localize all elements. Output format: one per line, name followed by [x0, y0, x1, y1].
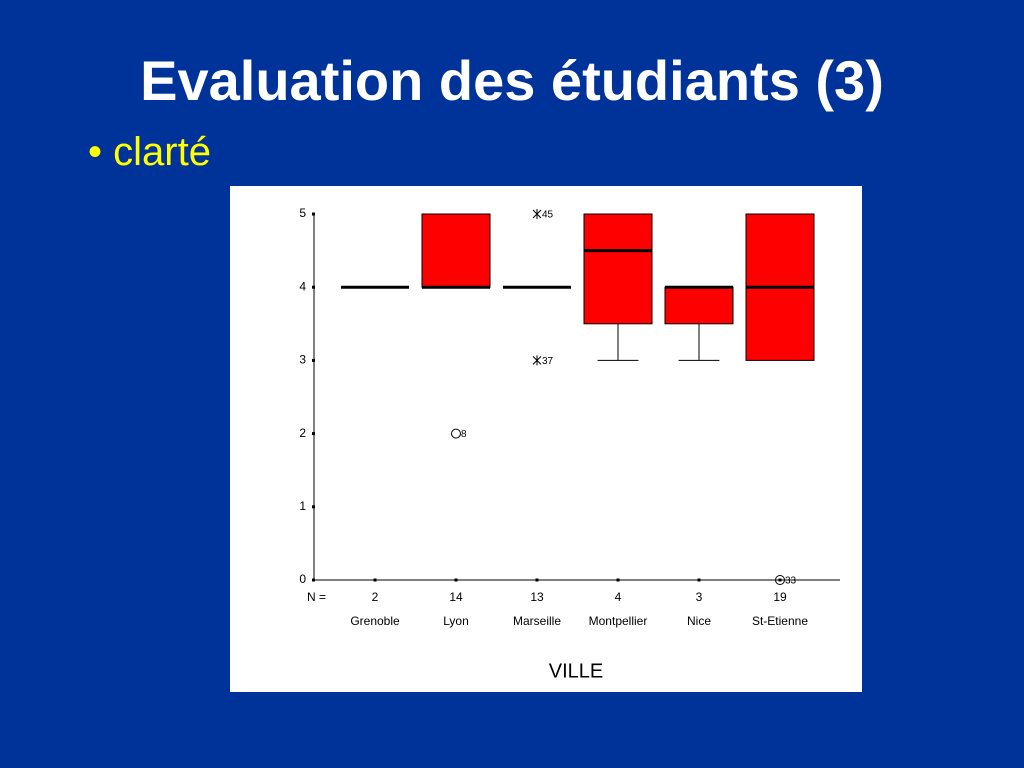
n-value: 13 — [530, 590, 544, 604]
y-tick — [312, 432, 315, 436]
y-tick-label: 1 — [299, 499, 306, 513]
x-tick-label: Nice — [687, 614, 711, 628]
n-value: 19 — [773, 590, 787, 604]
chart: N = VILLE 0123452Grenoble14Lyon813Marsei… — [230, 186, 862, 692]
y-tick — [312, 212, 315, 216]
outlier-label: 37 — [542, 356, 554, 367]
box — [583, 213, 653, 325]
x-tick-label: St-Etienne — [752, 614, 808, 628]
bullet-text: clarté — [113, 130, 211, 174]
x-tick-label: Lyon — [443, 614, 469, 628]
x-tick — [778, 578, 782, 582]
n-value: 2 — [372, 590, 379, 604]
y-tick-label: 4 — [299, 279, 306, 293]
x-tick — [454, 578, 458, 582]
y-tick — [312, 358, 315, 362]
outlier — [775, 575, 785, 585]
n-label: N = — [307, 590, 326, 604]
y-tick — [312, 578, 315, 582]
outlier — [532, 209, 542, 219]
y-tick-label: 2 — [299, 426, 306, 440]
slide-title: Evaluation des étudiants (3) — [140, 49, 884, 112]
whisker — [597, 323, 639, 361]
x-axis-title: VILLE — [549, 660, 603, 682]
outlier-label: 33 — [785, 576, 797, 587]
y-tick-label: 5 — [299, 206, 306, 220]
x-tick — [373, 578, 377, 582]
outlier-label: 45 — [542, 210, 554, 221]
y-tick-label: 3 — [299, 353, 306, 367]
box — [421, 213, 491, 288]
box — [664, 286, 734, 325]
n-value: 4 — [615, 590, 622, 604]
x-tick — [616, 578, 620, 582]
x-tick — [697, 578, 701, 582]
bullet: • clarté — [88, 130, 211, 174]
x-tick — [535, 578, 539, 582]
outlier — [532, 355, 542, 366]
outlier — [451, 428, 461, 439]
y-tick-label: 0 — [299, 572, 306, 586]
n-value: 3 — [696, 590, 703, 604]
x-tick-label: Marseille — [513, 614, 561, 628]
x-tick-label: Grenoble — [350, 614, 400, 628]
y-tick — [312, 505, 315, 509]
outlier-label: 8 — [461, 429, 467, 440]
n-value: 14 — [449, 590, 463, 604]
y-tick — [312, 285, 315, 289]
whisker — [678, 323, 720, 361]
x-tick-label: Montpellier — [589, 614, 648, 628]
